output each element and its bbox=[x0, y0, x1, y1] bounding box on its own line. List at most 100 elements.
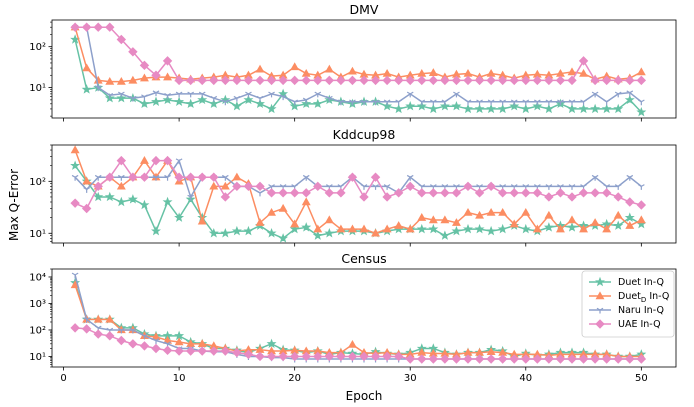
data-point-duet-in-q bbox=[624, 94, 635, 105]
data-point-naru-in-q bbox=[614, 184, 622, 190]
data-point-duet-d-in-q bbox=[625, 221, 635, 229]
legend-box bbox=[581, 270, 675, 338]
data-point-duet-d-in-q bbox=[521, 207, 531, 216]
data-point-duet-d-in-q bbox=[163, 72, 173, 81]
legend-label-uae: UAE In-Q bbox=[618, 319, 661, 330]
x-tick-label: 10 bbox=[173, 373, 186, 384]
data-point-naru-in-q bbox=[117, 174, 125, 181]
legend-marker-uae-in-q bbox=[595, 319, 605, 329]
data-point-uae-in-q bbox=[105, 22, 115, 32]
data-point-duet-in-q bbox=[127, 194, 138, 204]
data-point-naru-in-q bbox=[152, 338, 160, 345]
series-line-naru-in-q bbox=[75, 26, 642, 103]
data-point-uae-in-q bbox=[578, 188, 589, 198]
data-point-uae-in-q bbox=[105, 331, 115, 341]
data-point-duet-d-in-q bbox=[636, 67, 646, 76]
data-point-duet-in-q bbox=[174, 96, 185, 106]
data-point-naru-in-q bbox=[83, 187, 91, 193]
data-point-uae-in-q bbox=[625, 354, 635, 364]
data-point-uae-in-q bbox=[301, 75, 311, 86]
data-point-duet-in-q bbox=[567, 103, 577, 114]
data-point-uae-in-q bbox=[220, 75, 231, 86]
data-point-duet-in-q bbox=[543, 222, 554, 232]
data-point-uae-in-q bbox=[313, 75, 323, 86]
data-point-uae-in-q bbox=[266, 351, 277, 362]
data-point-uae-in-q bbox=[336, 351, 346, 362]
data-point-uae-in-q bbox=[81, 324, 92, 334]
data-point-uae-in-q bbox=[601, 354, 612, 364]
data-point-duet-d-in-q bbox=[417, 213, 427, 221]
data-point-uae-in-q bbox=[405, 181, 415, 192]
data-point-duet-in-q bbox=[578, 103, 589, 114]
data-point-uae-in-q bbox=[162, 56, 173, 66]
data-point-naru-in-q bbox=[302, 174, 310, 181]
data-point-naru-in-q bbox=[591, 174, 599, 181]
data-point-duet-d-in-q bbox=[301, 197, 311, 206]
data-point-duet-d-in-q bbox=[255, 64, 265, 73]
data-point-uae-in-q bbox=[590, 188, 600, 198]
data-point-uae-in-q bbox=[509, 188, 519, 198]
data-point-uae-in-q bbox=[324, 75, 335, 86]
data-point-uae-in-q bbox=[347, 172, 358, 182]
data-point-uae-in-q bbox=[255, 75, 265, 86]
legend: Duet In-Q DuetD In-Q Naru In-Q UAE In-Q bbox=[581, 270, 675, 338]
data-point-naru-in-q bbox=[487, 99, 495, 106]
data-point-uae-in-q bbox=[347, 351, 358, 362]
data-point-uae-in-q bbox=[243, 75, 254, 86]
data-point-naru-in-q bbox=[210, 95, 218, 102]
data-point-duet-in-q bbox=[532, 100, 543, 111]
panel-title-kddcup98: Kddcup98 bbox=[333, 127, 396, 142]
data-point-uae-in-q bbox=[613, 354, 623, 364]
data-point-naru-in-q bbox=[175, 158, 183, 165]
legend-label-duetd: DuetD In-Q bbox=[618, 291, 669, 304]
data-point-duet-d-in-q bbox=[347, 66, 357, 75]
data-point-naru-in-q bbox=[568, 99, 576, 106]
data-point-uae-in-q bbox=[417, 75, 427, 86]
data-point-uae-in-q bbox=[139, 60, 150, 71]
data-point-uae-in-q bbox=[625, 197, 635, 207]
data-point-uae-in-q bbox=[255, 351, 265, 362]
data-point-duet-d-in-q bbox=[347, 340, 357, 348]
data-point-uae-in-q bbox=[601, 188, 612, 198]
data-point-duet-in-q bbox=[486, 225, 497, 236]
data-point-duet-in-q bbox=[543, 103, 554, 114]
data-point-duet-in-q bbox=[231, 100, 242, 111]
y-tick-label-census: 10¹ bbox=[29, 352, 46, 363]
data-point-naru-in-q bbox=[418, 99, 426, 106]
data-point-duet-d-in-q bbox=[428, 215, 438, 224]
data-point-duet-d-in-q bbox=[486, 68, 496, 77]
data-point-duet-d-in-q bbox=[567, 215, 577, 224]
data-point-uae-in-q bbox=[428, 354, 439, 364]
data-point-uae-in-q bbox=[162, 345, 173, 356]
data-point-uae-in-q bbox=[625, 75, 635, 86]
y-tick-label-census: 10³ bbox=[29, 299, 46, 310]
data-point-naru-in-q bbox=[360, 99, 368, 106]
data-point-duet-d-in-q bbox=[278, 203, 288, 212]
data-point-duet-d-in-q bbox=[324, 64, 334, 73]
data-point-naru-in-q bbox=[406, 91, 414, 98]
data-point-duet-d-in-q bbox=[371, 228, 381, 237]
data-point-duet-d-in-q bbox=[128, 75, 138, 84]
data-point-uae-in-q bbox=[532, 75, 543, 86]
data-point-duet-d-in-q bbox=[324, 215, 334, 224]
data-point-naru-in-q bbox=[94, 85, 102, 92]
data-point-duet-in-q bbox=[162, 94, 173, 105]
data-point-naru-in-q bbox=[175, 91, 183, 98]
data-point-duet-in-q bbox=[324, 228, 335, 238]
data-point-duet-in-q bbox=[151, 96, 161, 106]
data-point-uae-in-q bbox=[70, 323, 80, 333]
data-point-uae-in-q bbox=[266, 188, 277, 198]
data-point-duet-d-in-q bbox=[197, 216, 207, 225]
data-point-naru-in-q bbox=[453, 91, 460, 98]
data-point-naru-in-q bbox=[71, 272, 79, 279]
series-line-duet-in-q bbox=[74, 282, 642, 358]
data-point-uae-in-q bbox=[289, 75, 300, 86]
data-point-naru-in-q bbox=[395, 99, 403, 106]
data-point-duet-in-q bbox=[220, 228, 231, 238]
data-point-duet-in-q bbox=[174, 212, 185, 222]
panel-frame-census bbox=[51, 268, 677, 368]
data-point-naru-in-q bbox=[429, 99, 437, 106]
data-point-duet-in-q bbox=[266, 338, 277, 349]
data-point-uae-in-q bbox=[555, 75, 566, 86]
data-point-duet-d-in-q bbox=[509, 219, 519, 228]
